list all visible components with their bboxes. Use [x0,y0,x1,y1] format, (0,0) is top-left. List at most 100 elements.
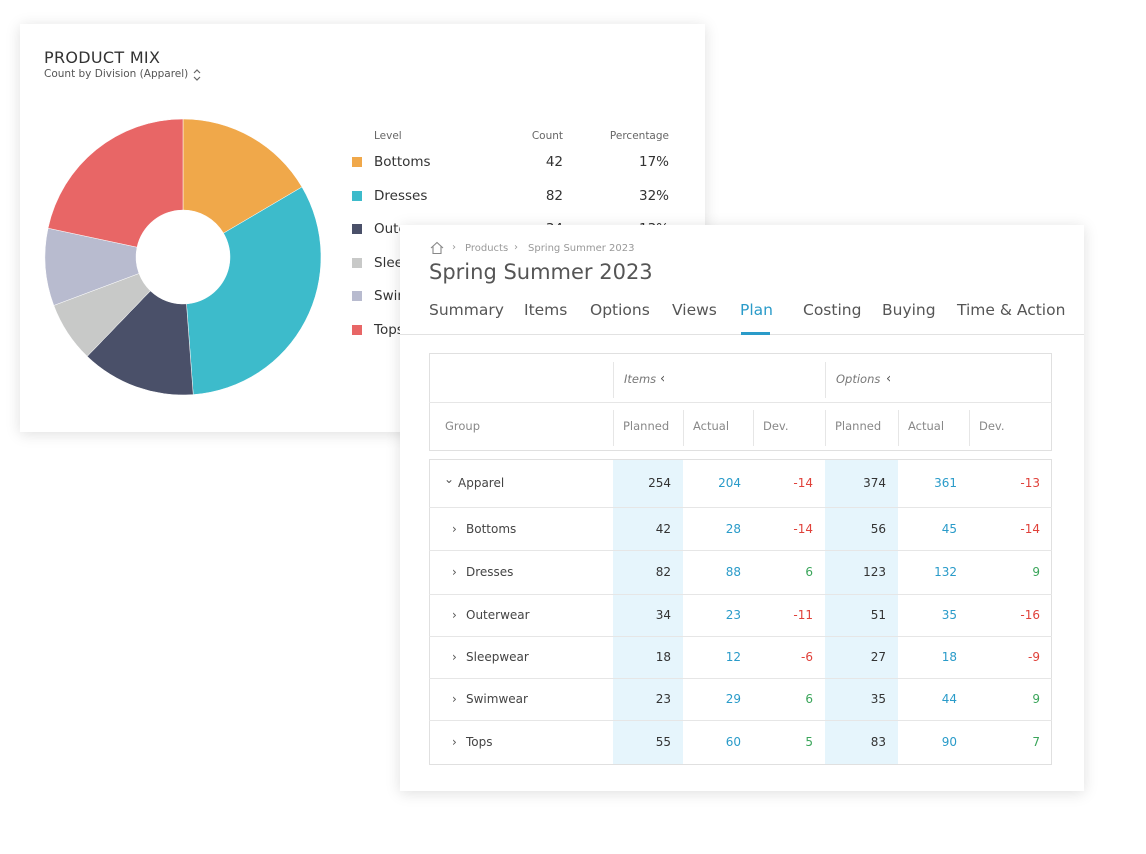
cell-value: 7 [1032,735,1040,749]
col-divider [898,410,899,446]
legend-header: Percentage [609,130,669,142]
group-name[interactable]: Bottoms [466,521,517,536]
highlight-column [613,460,683,764]
expand-icon[interactable]: ⌄ [444,472,455,486]
cell-value: 12 [725,650,741,664]
column-group[interactable]: Items [624,372,657,386]
active-tab-underline [741,332,770,335]
legend-label: Bottoms [374,154,431,170]
col-divider [683,410,684,446]
cell-value: 18 [941,650,957,664]
group-name[interactable]: Swimwear [466,692,528,706]
col-divider [825,362,826,398]
cell-value: 35 [870,692,886,706]
cell-value: -14 [1020,521,1040,536]
legend-count: 82 [545,187,563,204]
tab[interactable]: Items [524,301,568,319]
tab[interactable]: Plan [740,301,773,319]
collapse-icon[interactable]: ‹ [660,371,666,387]
row-divider [429,636,1052,637]
group-name[interactable]: Tops [466,735,493,749]
cell-value: -14 [793,521,813,536]
column-header: Actual [693,419,730,433]
expand-icon[interactable]: › [452,565,457,579]
cell-value: 88 [725,565,741,579]
cell-value: -9 [1028,650,1040,664]
cell-value: 6 [805,692,813,706]
expand-icon[interactable]: › [452,521,457,536]
group-name[interactable]: Outerwear [466,608,530,622]
tab[interactable]: Buying [882,301,936,319]
cell-value: 42 [655,521,671,536]
cell-value: 9 [1032,692,1040,706]
col-divider [613,410,614,446]
cell-value: 23 [655,692,671,706]
column-header: Dev. [763,419,789,433]
table-body [429,459,1052,765]
home-icon[interactable] [429,241,445,255]
group-name[interactable]: Sleepwear [466,650,529,664]
cell-value: 82 [655,565,671,579]
col-divider [613,362,614,398]
col-divider [969,410,970,446]
legend-swatch [352,224,362,235]
column-header: Actual [908,419,945,433]
cell-value: 55 [655,735,671,749]
collapse-icon[interactable]: ‹ [886,371,892,387]
legend-swatch [352,257,362,268]
header-divider [429,402,1052,403]
cell-value: -11 [793,608,813,622]
cell-value: 35 [941,608,957,622]
legend-header: Level [374,130,402,142]
row-divider [429,678,1052,679]
page-title: Spring Summer 2023 [429,260,653,284]
sort-icon[interactable] [192,69,202,81]
cell-value: 18 [655,650,671,664]
cell-value: 44 [941,692,957,706]
tab[interactable]: Options [590,301,650,319]
tab[interactable]: Costing [803,301,862,319]
legend-swatch [352,157,362,167]
legend-label: Dresses [374,187,428,204]
legend-percentage: 32% [638,187,669,204]
tab[interactable]: Summary [429,301,504,319]
column-header: Dev. [979,419,1005,433]
cell-value: -16 [1020,608,1040,622]
tab[interactable]: Views [672,301,717,319]
expand-icon[interactable]: › [452,608,457,622]
row-divider [429,720,1052,721]
breadcrumb-sep: › [514,242,518,253]
pie-slice [47,118,184,248]
column-header: Planned [835,419,882,433]
card-title: PRODUCT MIX [44,48,161,67]
expand-icon[interactable]: › [452,692,457,706]
cell-value: 132 [934,565,957,579]
cell-value: 6 [805,565,813,579]
legend-swatch [352,190,362,201]
cell-value: 45 [941,521,957,536]
column-group[interactable]: Options [836,372,881,386]
cell-value: 27 [870,650,886,664]
row-divider [429,550,1052,551]
cell-value: 29 [725,692,741,706]
card-subtitle[interactable]: Count by Division (Apparel) [44,68,189,80]
legend-swatch [352,291,362,302]
cell-value: 361 [934,476,957,490]
cell-value: 254 [648,476,671,490]
cell-value: 9 [1032,565,1040,579]
group-name[interactable]: Dresses [466,565,514,579]
cell-value: 374 [863,476,886,490]
row-divider [429,507,1052,508]
breadcrumb-link[interactable]: Products [465,243,509,254]
expand-icon[interactable]: › [452,735,457,749]
cell-value: 90 [941,735,957,749]
cell-value: 51 [870,608,886,622]
tab[interactable]: Time & Action [957,301,1066,319]
pie-slice [186,186,322,395]
col-divider [825,410,826,446]
breadcrumb-current: Spring Summer 2023 [528,243,635,254]
group-name[interactable]: Apparel [458,476,505,490]
plan-card: › Products › Spring Summer 2023 Spring S… [400,225,1084,791]
pie-slice [182,118,303,234]
expand-icon[interactable]: › [452,650,457,664]
